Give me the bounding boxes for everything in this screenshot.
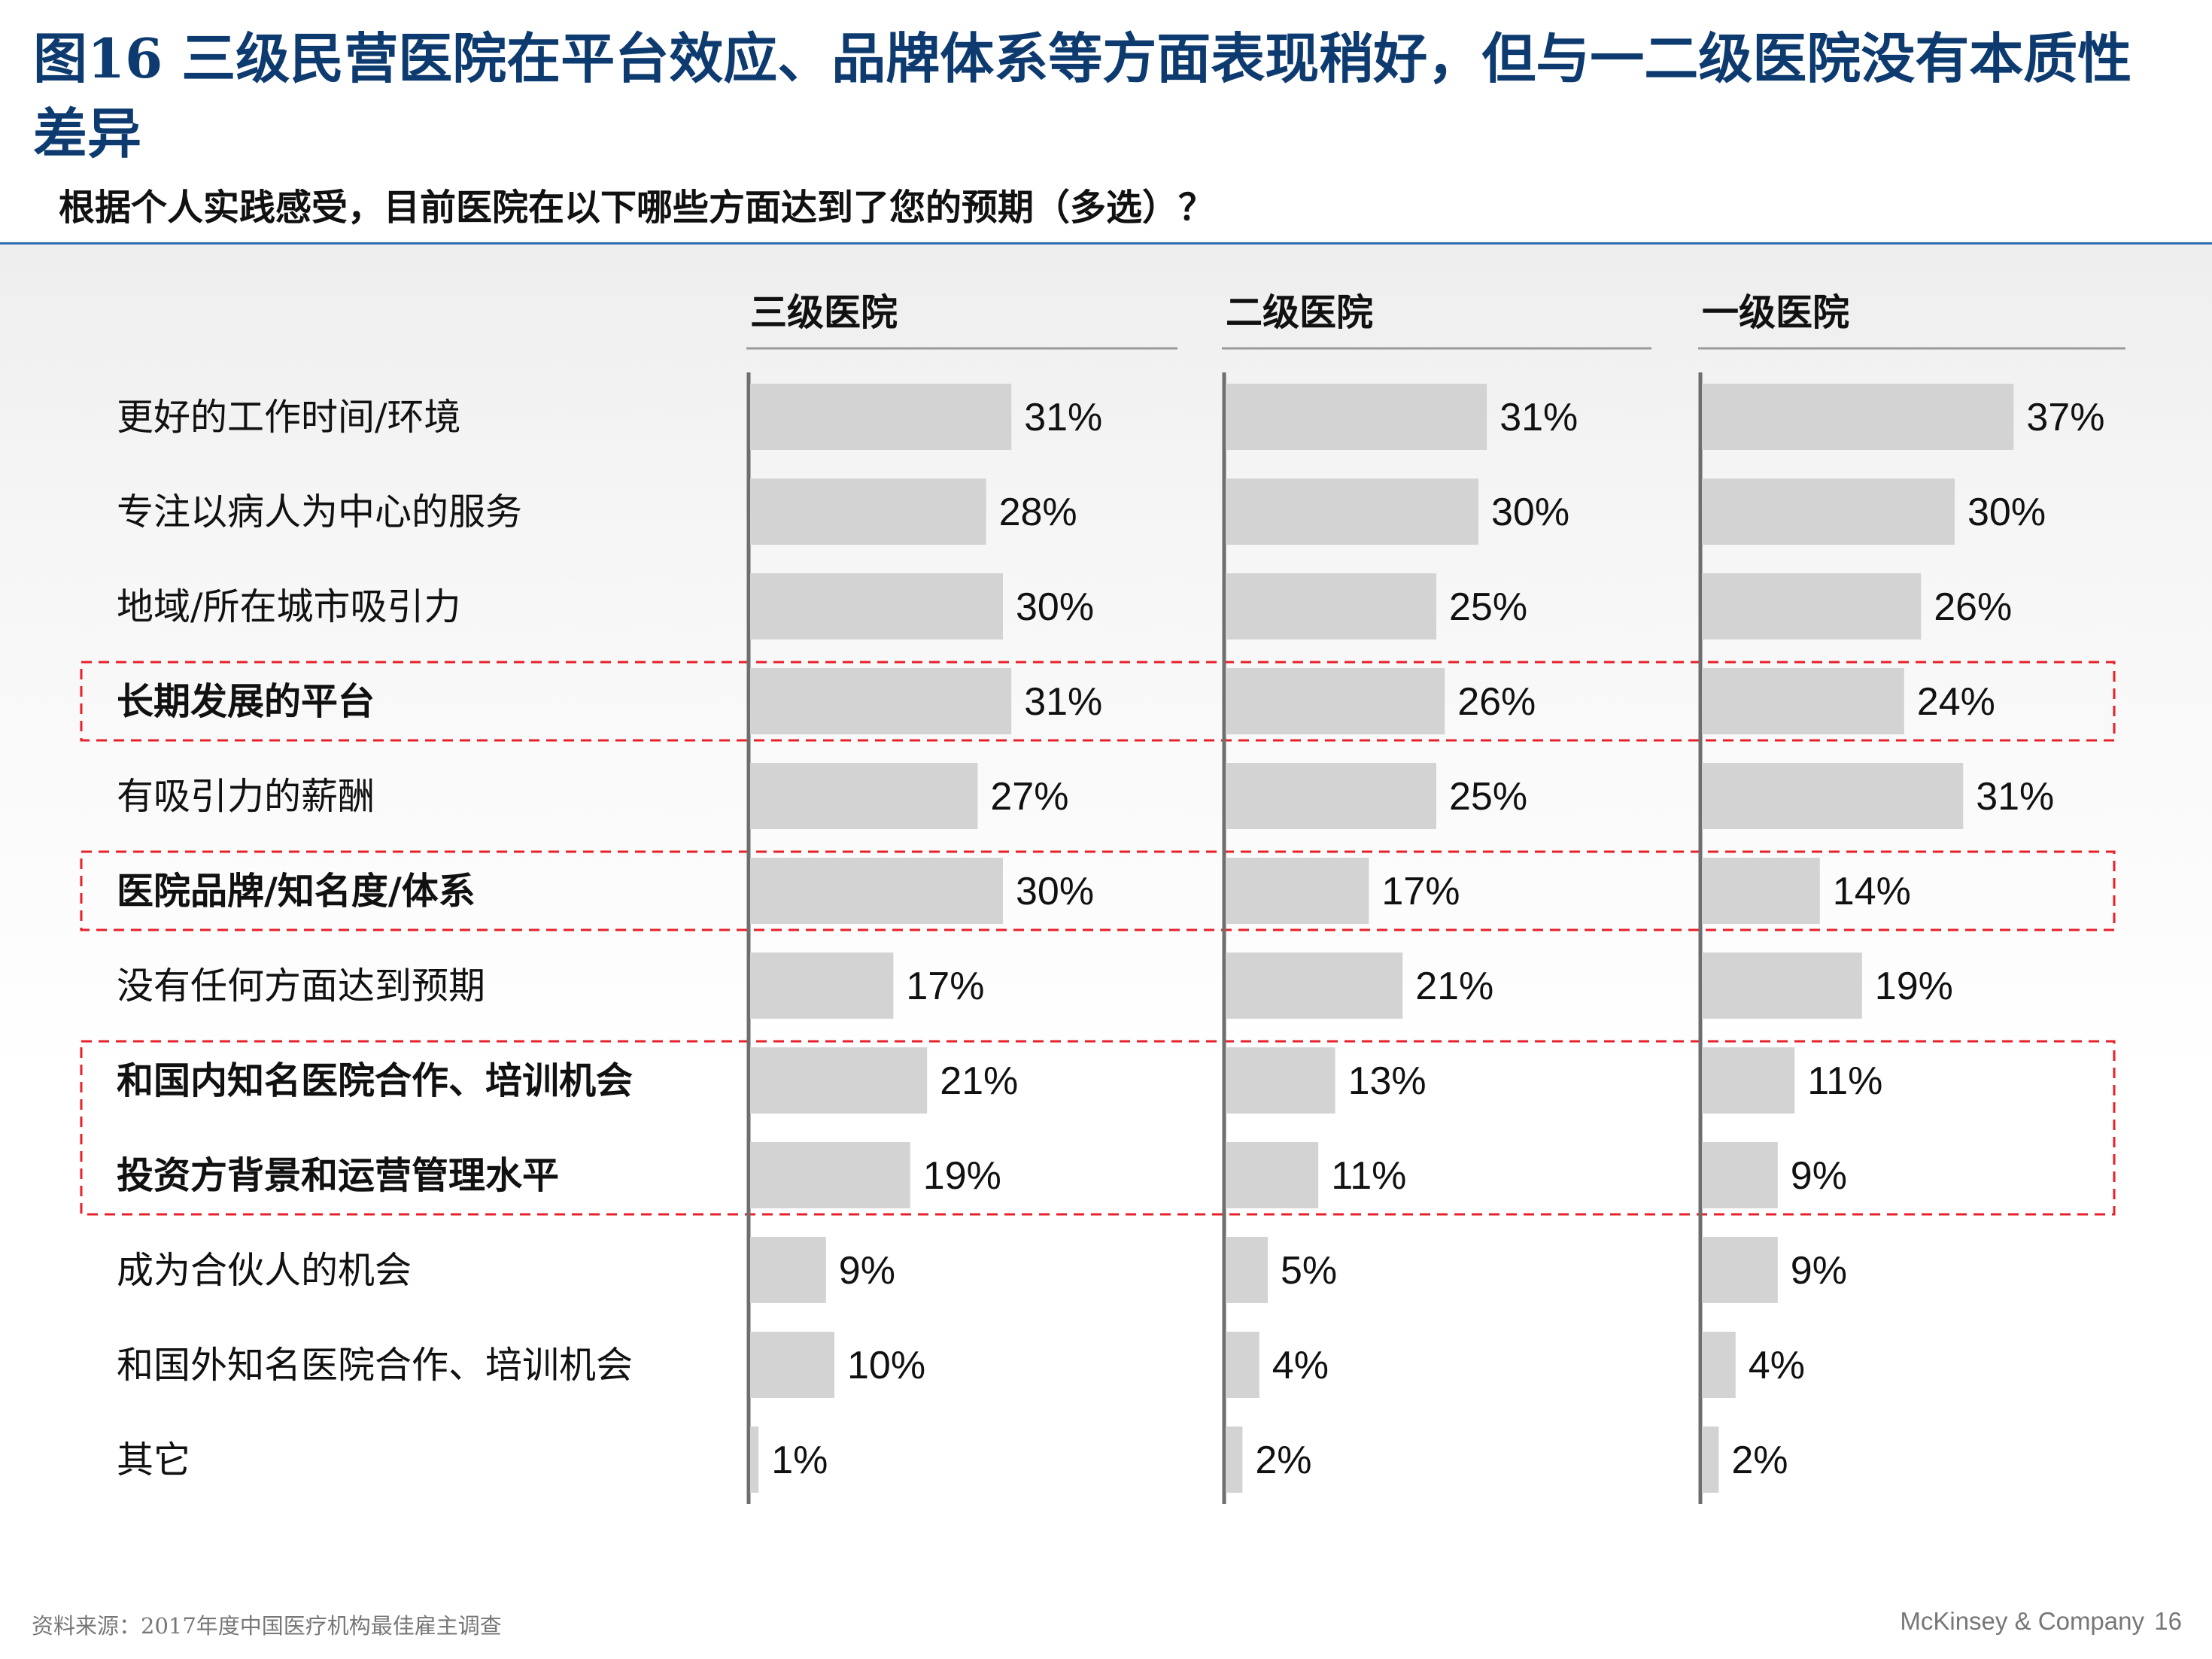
category-label: 专注以病人为中心的服务 xyxy=(117,491,522,533)
category-label: 和国外知名医院合作、培训机会 xyxy=(117,1344,633,1387)
chart-panel xyxy=(0,245,2212,1591)
value-label: 25% xyxy=(1449,775,1527,819)
series-header: 三级医院 xyxy=(750,290,898,334)
bar xyxy=(1226,953,1403,1019)
bar xyxy=(750,763,978,829)
page-number: 16 xyxy=(2154,1607,2182,1635)
category-label: 更好的工作时间/环境 xyxy=(117,396,461,439)
bar xyxy=(1226,384,1487,450)
value-label: 30% xyxy=(1016,870,1094,913)
value-label: 2% xyxy=(1255,1439,1311,1482)
bar xyxy=(1226,1332,1259,1398)
value-label: 26% xyxy=(1934,585,2012,629)
category-label: 没有任何方面达到预期 xyxy=(117,965,485,1007)
bar xyxy=(750,1047,928,1114)
value-label: 19% xyxy=(1875,965,1953,1008)
bar xyxy=(750,1332,834,1398)
bar xyxy=(1702,763,1964,829)
value-label: 2% xyxy=(1731,1439,1788,1482)
bar xyxy=(1702,1332,1736,1398)
bar xyxy=(1702,858,1820,924)
bar xyxy=(1226,1047,1335,1114)
category-label: 有吸引力的薪酬 xyxy=(117,775,375,818)
category-label: 投资方背景和运营管理水平 xyxy=(117,1153,559,1197)
bar xyxy=(1226,573,1436,640)
value-label: 25% xyxy=(1449,585,1527,629)
value-label: 10% xyxy=(847,1344,925,1387)
value-label: 30% xyxy=(1016,585,1094,629)
category-label: 和国内知名医院合作、培训机会 xyxy=(117,1059,633,1102)
source-note: 资料来源：2017年度中国医疗机构最佳雇主调查 xyxy=(32,1613,502,1639)
value-label: 26% xyxy=(1457,680,1536,724)
bar xyxy=(1226,1142,1319,1208)
bar xyxy=(750,953,894,1019)
header-rule xyxy=(0,242,2212,245)
value-label: 31% xyxy=(1024,396,1102,439)
chart-question: 根据个人实践感受，目前医院在以下哪些方面达到了您的预期（多选）？ xyxy=(59,187,1215,229)
category-label: 医院品牌/知名度/体系 xyxy=(117,869,476,913)
value-label: 31% xyxy=(1024,680,1102,724)
bar xyxy=(1226,1427,1243,1493)
value-label: 37% xyxy=(2026,396,2104,439)
category-label: 地域/所在城市吸引力 xyxy=(117,585,461,628)
bar xyxy=(1226,763,1436,829)
series-header: 二级医院 xyxy=(1226,290,1373,334)
bar xyxy=(1226,479,1478,545)
highlight-box-3 xyxy=(80,1040,2116,1216)
bar xyxy=(750,1427,759,1493)
bar xyxy=(750,384,1012,450)
bar xyxy=(1702,573,1922,640)
value-label: 24% xyxy=(1917,680,1995,724)
bar xyxy=(1702,384,2014,450)
value-label: 4% xyxy=(1749,1344,1805,1387)
bar xyxy=(1702,1427,1719,1493)
page-title: 图16 三级民营医院在平台效应、品牌体系等方面表现稍好，但与一二级医院没有本质性… xyxy=(33,26,2132,166)
value-label: 31% xyxy=(1976,775,2054,819)
value-label: 11% xyxy=(1807,1059,1882,1103)
bar xyxy=(1226,1237,1268,1303)
value-label: 4% xyxy=(1272,1344,1329,1387)
bar xyxy=(750,573,1003,640)
category-label: 成为合伙人的机会 xyxy=(117,1249,412,1292)
bar xyxy=(1226,858,1369,924)
bar xyxy=(1702,668,1904,734)
series-header: 一级医院 xyxy=(1702,290,1849,334)
bar xyxy=(1702,1047,1795,1114)
value-label: 9% xyxy=(1791,1249,1847,1293)
value-label: 17% xyxy=(906,965,984,1008)
value-label: 31% xyxy=(1499,396,1578,439)
category-label: 其它 xyxy=(117,1439,190,1481)
bar xyxy=(1226,668,1445,734)
value-label: 30% xyxy=(1967,491,2046,534)
category-label: 长期发展的平台 xyxy=(117,679,375,723)
bar xyxy=(750,858,1003,924)
value-label: 14% xyxy=(1833,870,1911,913)
bar xyxy=(1702,1142,1778,1208)
value-label: 9% xyxy=(1791,1154,1847,1198)
value-label: 13% xyxy=(1348,1059,1427,1103)
value-label: 28% xyxy=(999,491,1077,534)
value-label: 21% xyxy=(940,1059,1018,1103)
bar xyxy=(750,668,1012,734)
value-label: 30% xyxy=(1491,491,1569,534)
value-label: 27% xyxy=(990,775,1068,819)
value-label: 17% xyxy=(1381,870,1460,913)
value-label: 9% xyxy=(839,1249,895,1293)
bar xyxy=(1702,479,1955,545)
value-label: 11% xyxy=(1331,1154,1406,1198)
bar xyxy=(1702,1237,1778,1303)
bar xyxy=(1702,953,1862,1019)
bar xyxy=(750,479,986,545)
value-label: 19% xyxy=(923,1154,1001,1198)
value-label: 21% xyxy=(1415,965,1493,1008)
bar xyxy=(750,1237,826,1303)
bar xyxy=(750,1142,910,1208)
company-name: McKinsey & Company xyxy=(1900,1607,2144,1635)
value-label: 5% xyxy=(1281,1249,1337,1293)
value-label: 1% xyxy=(771,1439,828,1482)
